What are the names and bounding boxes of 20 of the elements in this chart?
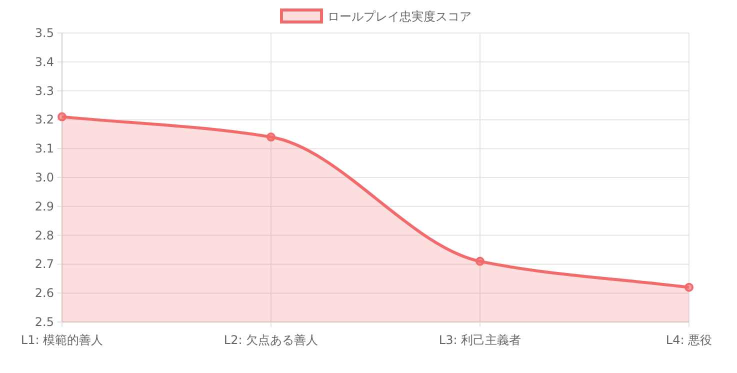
x-tick-label: L1: 模範的善人 — [20, 333, 104, 347]
y-tick-label: 2.6 — [34, 286, 54, 300]
y-tick-label: 3.0 — [34, 170, 54, 184]
point — [476, 256, 484, 266]
y-tick-label: 3.1 — [34, 142, 54, 156]
x-tick-label: L4: 悪役 — [666, 333, 712, 347]
y-tick-label: 2.7 — [34, 257, 54, 272]
legend-label: ロールプレイ忠実度スコア — [328, 10, 472, 24]
y-tick-label: 2.5 — [34, 315, 54, 329]
y-tick-label: 2.8 — [34, 228, 54, 242]
y-tick-label: 2.9 — [34, 199, 54, 214]
y-tick-label: 3.3 — [34, 84, 54, 98]
y-tick-label: 3.5 — [34, 26, 54, 40]
y-tick-label: 3.2 — [34, 112, 54, 127]
legend: ロールプレイ忠実度スコア — [280, 8, 472, 24]
y-tick-label: 3.4 — [34, 54, 54, 69]
x-tick-label: L3: 利己主義者 — [438, 333, 522, 347]
point — [684, 282, 694, 292]
x-tick-label: L2: 欠点ある善人 — [224, 333, 318, 347]
point — [266, 132, 276, 142]
